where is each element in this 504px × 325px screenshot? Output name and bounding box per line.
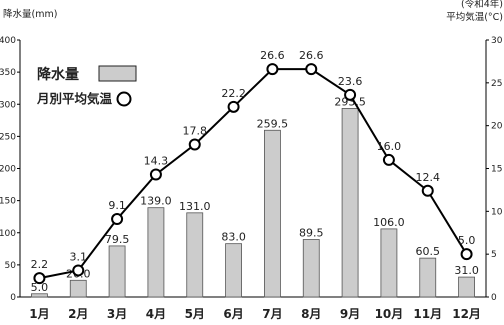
temperature-labels: 2.2 3.1 9.1 14.3 17.8 22.2 26.6 26.6 23.6 16.0 12.…: [31, 49, 476, 271]
left-tick-label: 150: [0, 197, 16, 207]
left-tick-label: 0: [10, 293, 16, 303]
left-axis-unit-label: 降水量(mm): [3, 8, 57, 20]
rainfall-value-label: 5.0: [31, 281, 49, 294]
legend-temperature-label: 月別平均気温: [36, 91, 113, 106]
month-labels: 1月 2月 3月 4月 5月 6月 7月 8月 9月 10月 11月 12月: [29, 307, 481, 321]
left-tick-label: 100: [0, 229, 16, 239]
temperature-value-label: 5.0: [458, 234, 476, 247]
temperature-point: [111, 213, 124, 226]
right-tick-label: 0: [491, 293, 497, 303]
temperature-point: [421, 184, 434, 197]
rainfall-bar: [186, 212, 204, 298]
temperature-value-label: 23.6: [338, 75, 363, 88]
month-label: 7月: [262, 307, 282, 321]
legend-rainfall-swatch: [98, 65, 137, 82]
temperature-value-label: 3.1: [70, 250, 88, 263]
month-label: 9月: [340, 307, 360, 321]
month-label: 1月: [29, 307, 49, 321]
month-label: 6月: [223, 307, 243, 321]
rainfall-value-label: 293.5: [334, 95, 366, 108]
legend: 降水量 月別平均気温: [36, 65, 137, 107]
rainfall-bar: [31, 293, 48, 298]
month-label: 3月: [107, 307, 127, 321]
left-tick-label: 400: [0, 36, 16, 46]
month-label: 10月: [375, 307, 404, 321]
rainfall-bar: [264, 129, 281, 298]
temperature-line: [33, 63, 473, 285]
temperature-point: [227, 100, 240, 113]
temperature-point: [460, 248, 473, 261]
temperature-value-label: 22.2: [221, 87, 246, 100]
rainfall-bar: [108, 245, 126, 298]
right-axis-year-label: (令和4年): [461, 0, 503, 10]
temperature-value-label: 12.4: [416, 171, 441, 184]
temperature-point: [305, 63, 318, 76]
temperature-point: [149, 168, 162, 181]
temperature-point: [33, 272, 46, 285]
right-tick-label: 15: [491, 165, 502, 175]
rainfall-value-label: 131.0: [179, 200, 211, 213]
rainfall-value-label: 31.0: [454, 264, 479, 277]
right-tick-label: 30: [491, 36, 503, 46]
temperature-value-label: 9.1: [108, 199, 126, 212]
rainfall-value-label: 83.0: [221, 231, 246, 244]
rainfall-value-label: 259.5: [257, 117, 289, 130]
right-tick-label: 10: [491, 207, 503, 217]
rainfall-bar: [458, 276, 475, 298]
temperature-point: [266, 63, 279, 76]
month-label: 11月: [413, 307, 442, 321]
rainfall-value-label: 89.5: [299, 226, 324, 239]
right-tick-label: 5: [491, 250, 497, 260]
right-tick-label: 20: [491, 122, 503, 132]
legend-rainfall-label: 降水量: [37, 66, 79, 83]
rainfall-bar: [380, 228, 398, 298]
left-tick-label: 250: [0, 132, 16, 142]
temperature-value-label: 2.2: [31, 258, 49, 271]
month-label: 8月: [301, 307, 321, 321]
axes: 0 50 100 150 200 250 300 350 400 0 5 10 15 20 25 30: [0, 36, 503, 303]
rainfall-labels: 5.026.079.5139.0131.083.0259.589.5293.51…: [31, 95, 479, 293]
rainfall-bars: [31, 108, 475, 298]
legend-temperature-marker: [116, 91, 132, 107]
month-label: 12月: [452, 307, 481, 321]
left-tick-label: 50: [5, 261, 17, 271]
temperature-value-label: 26.6: [260, 49, 285, 62]
temperature-value-label: 14.3: [144, 154, 169, 167]
month-label: 2月: [68, 307, 88, 321]
temperature-series-line: [39, 68, 468, 280]
right-tick-label: 25: [491, 79, 502, 89]
temperature-value-label: 16.0: [377, 140, 402, 153]
rainfall-bar: [341, 108, 359, 298]
temperature-point: [344, 88, 357, 101]
rainfall-bar: [225, 243, 242, 298]
month-label: 4月: [146, 307, 166, 321]
rainfall-bar: [302, 239, 320, 298]
rainfall-bar: [147, 207, 165, 298]
rainfall-bar: [69, 279, 87, 298]
temperature-value-label: 17.8: [183, 125, 208, 138]
left-tick-label: 200: [0, 165, 16, 175]
left-tick-label: 350: [0, 68, 16, 78]
temperature-point: [382, 153, 395, 166]
rainfall-value-label: 106.0: [373, 216, 405, 229]
rainfall-value-label: 60.5: [416, 245, 441, 258]
rainfall-value-label: 79.5: [105, 233, 130, 246]
right-axis-unit-label: 平均気温(°C): [446, 11, 503, 23]
month-label: 5月: [185, 307, 205, 321]
rainfall-value-label: 139.0: [140, 195, 172, 208]
temperature-point: [72, 264, 85, 277]
left-tick-label: 300: [0, 100, 16, 110]
temperature-value-label: 26.6: [299, 49, 324, 62]
rainfall-bar: [419, 257, 437, 298]
temperature-point: [188, 138, 201, 151]
